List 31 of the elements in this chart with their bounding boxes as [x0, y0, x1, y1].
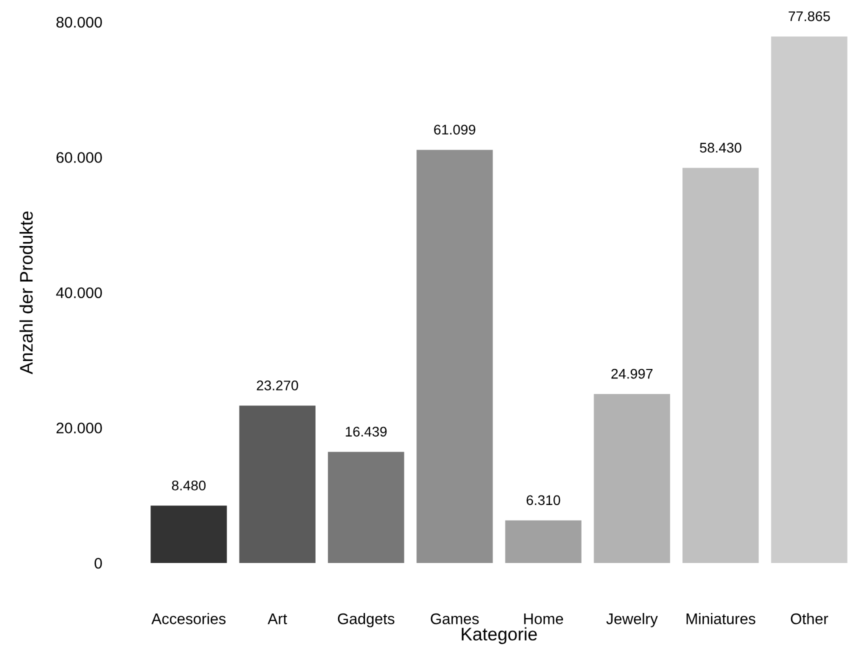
data-label: 6.310: [526, 495, 560, 506]
x-tick-label: Other: [790, 613, 828, 624]
x-tick-label: Games: [430, 613, 479, 624]
x-tick-label: Art: [268, 614, 288, 624]
y-tick-label: 20.000: [56, 422, 102, 434]
y-axis-title: Anzahl der Produkte: [20, 211, 33, 374]
bar: [416, 150, 493, 563]
x-tick-label: Gadgets: [338, 613, 394, 628]
data-label: 8.480: [172, 480, 206, 490]
x-tick-label: Jewelry: [606, 613, 658, 628]
y-tick-label: 60.000: [56, 152, 102, 163]
data-label: 58.430: [700, 142, 742, 153]
bar: [328, 452, 404, 563]
data-label: 16.439: [346, 426, 387, 437]
x-tick-label: Home: [524, 614, 564, 624]
bar: [505, 520, 582, 563]
x-tick-label: Accesories: [151, 613, 226, 624]
bar: [239, 406, 316, 563]
y-tick-label: 0: [94, 558, 102, 569]
data-label: 24.997: [611, 368, 653, 379]
bar: [682, 168, 759, 563]
bar: [150, 506, 227, 563]
y-tick-label: 40.000: [56, 287, 102, 298]
bar: [771, 36, 848, 563]
data-label: 77.865: [788, 11, 830, 22]
y-tick-label: 80.000: [56, 16, 102, 28]
data-label: 61.099: [434, 124, 476, 135]
data-label: 23.270: [256, 380, 298, 390]
x-tick-label: Miniatures: [686, 613, 756, 624]
x-axis-title: Kategorie: [462, 627, 537, 644]
bar: [594, 394, 670, 563]
